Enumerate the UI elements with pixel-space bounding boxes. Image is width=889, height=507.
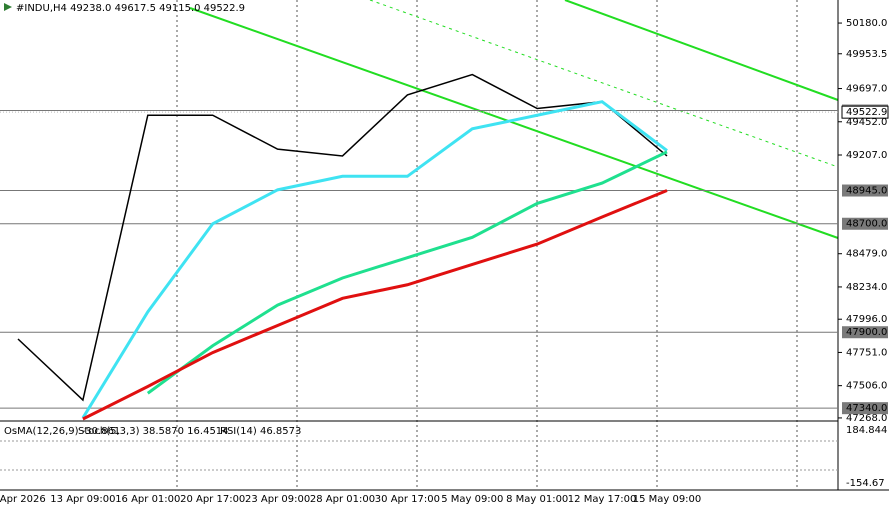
level-label: 48700.0 bbox=[846, 219, 887, 230]
y-tick-label: 49452.0 bbox=[846, 117, 887, 128]
x-tick-label: 12 May 17:00 bbox=[568, 494, 637, 505]
indicator-label: RSI(14) 46.8573 bbox=[220, 426, 301, 437]
level-label: 47900.0 bbox=[846, 327, 887, 338]
y-tick-label: 49207.0 bbox=[846, 150, 887, 161]
x-tick-label: 8 Apr 2026 bbox=[0, 494, 46, 505]
x-tick-label: 13 Apr 09:00 bbox=[50, 494, 115, 505]
level-label: 48945.0 bbox=[846, 186, 887, 197]
chart-title: #INDU,H4 49238.0 49617.5 49115.0 49522.9 bbox=[16, 3, 245, 14]
series-line bbox=[81, 100, 668, 419]
indicator-label: Stoch(5,3,3) 38.5870 16.4514 bbox=[78, 426, 229, 437]
indicator-axis-label: 184.844 bbox=[846, 425, 887, 436]
x-tick-label: 30 Apr 17:00 bbox=[375, 494, 440, 505]
series-line bbox=[17, 73, 668, 402]
x-tick-label: 23 Apr 09:00 bbox=[245, 494, 310, 505]
x-tick-label: 5 May 09:00 bbox=[441, 494, 503, 505]
series-line bbox=[82, 189, 668, 421]
y-tick-label: 47268.0 bbox=[846, 413, 887, 424]
x-tick-label: 15 May 09:00 bbox=[633, 494, 702, 505]
current-price-box bbox=[841, 105, 889, 119]
series-line bbox=[146, 150, 668, 395]
level-label-box bbox=[842, 184, 888, 197]
level-label-box bbox=[842, 217, 888, 230]
indicator-axis-label: -154.67 bbox=[846, 478, 885, 489]
y-tick-label: 47751.0 bbox=[846, 347, 887, 358]
y-tick-label: 47996.0 bbox=[846, 314, 887, 325]
x-tick-label: 8 May 01:00 bbox=[506, 494, 568, 505]
level-label-box bbox=[842, 402, 888, 415]
indicator-label: OsMA(12,26,9) -30.861 bbox=[4, 426, 120, 437]
x-tick-label: 28 Apr 01:00 bbox=[310, 494, 375, 505]
level-label-box bbox=[842, 326, 888, 339]
y-tick-label: 49953.5 bbox=[846, 49, 887, 60]
level-label: 47340.0 bbox=[846, 403, 887, 414]
y-tick-label: 50180.0 bbox=[846, 18, 887, 29]
current-price-label: 49522.9 bbox=[846, 107, 887, 118]
y-tick-label: 47506.0 bbox=[846, 381, 887, 392]
trend-channel bbox=[189, 0, 839, 239]
x-tick-label: 16 Apr 01:00 bbox=[115, 494, 180, 505]
y-tick-label: 48234.0 bbox=[846, 282, 887, 293]
y-tick-label: 48479.0 bbox=[846, 249, 887, 260]
symbol-icon bbox=[4, 3, 12, 11]
y-tick-label: 49697.0 bbox=[846, 84, 887, 95]
x-tick-label: 20 Apr 17:00 bbox=[180, 494, 245, 505]
